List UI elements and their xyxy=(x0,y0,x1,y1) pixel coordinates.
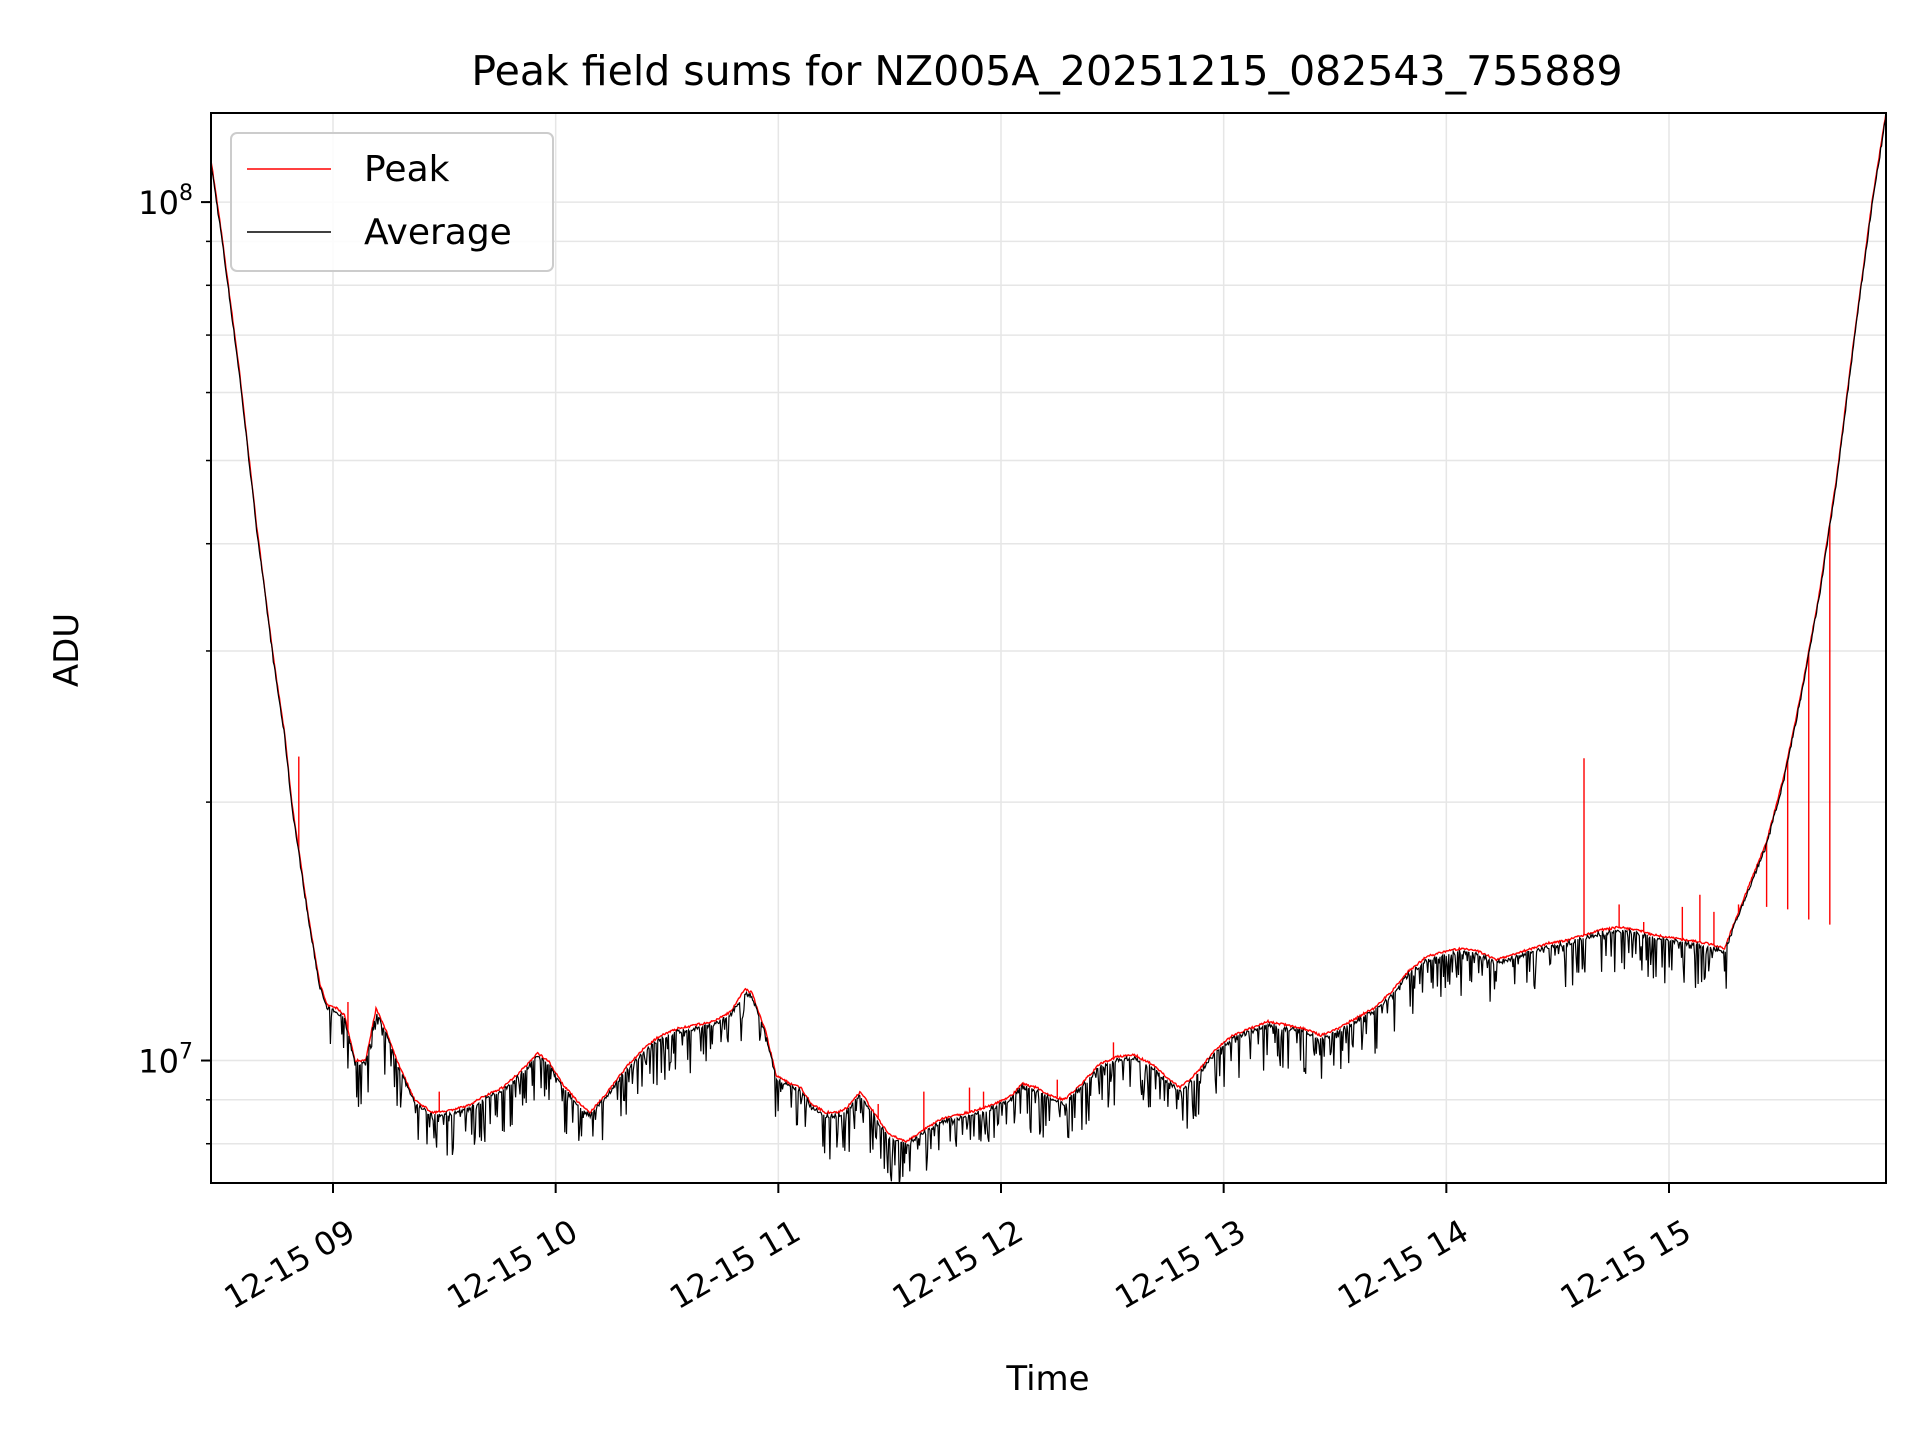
legend-box xyxy=(230,132,554,272)
legend: Peak Average xyxy=(230,132,554,272)
series-peak-line xyxy=(211,113,1886,1143)
legend-peak-label: Peak xyxy=(364,149,450,190)
grid xyxy=(211,113,1886,1183)
plot-frame xyxy=(210,112,1887,1184)
y-tick-label: 108 xyxy=(138,181,193,222)
y-axis-label: ADU xyxy=(47,613,87,687)
y-axis: 107 108 xyxy=(138,181,211,1145)
plot-area xyxy=(211,113,1886,1183)
y-tick-label: 107 xyxy=(138,1040,193,1081)
legend-average-label: Average xyxy=(364,212,512,253)
chart-title: Peak field sums for NZ005A_20251215_0825… xyxy=(471,47,1622,95)
x-axis-label: Time xyxy=(1005,1359,1089,1399)
series-average-line xyxy=(211,115,1886,1183)
